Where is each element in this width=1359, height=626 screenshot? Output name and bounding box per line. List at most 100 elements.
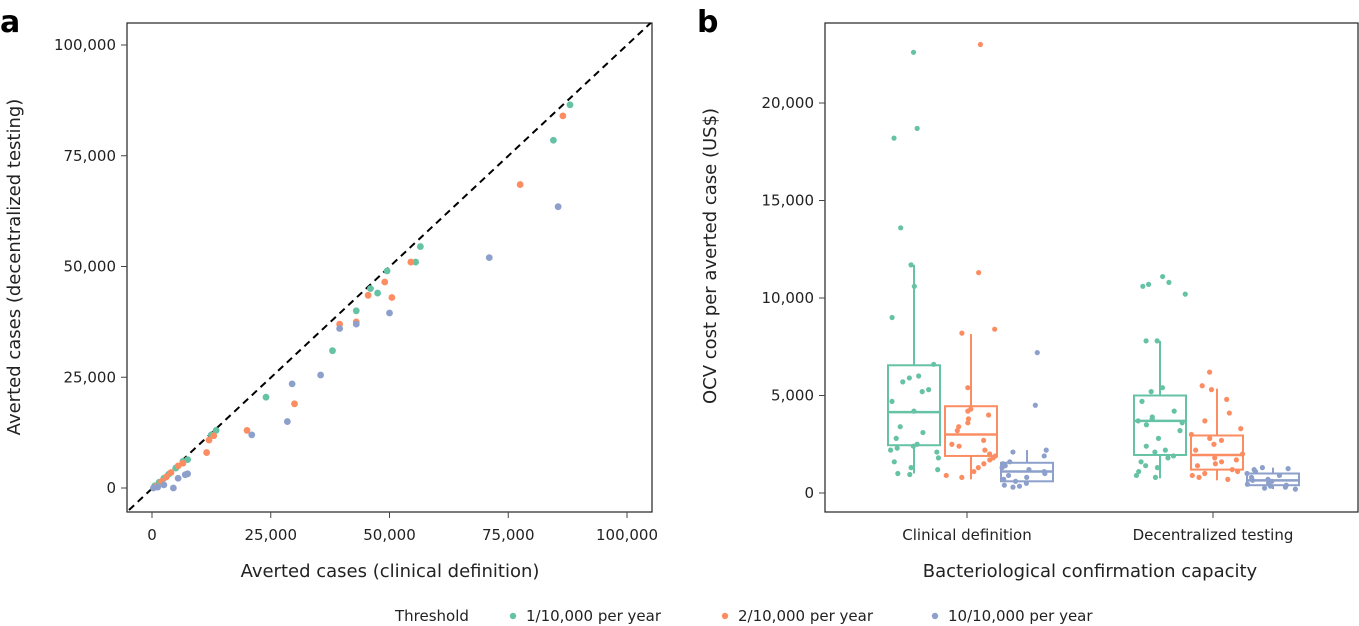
jitter-point-orange	[985, 412, 992, 418]
legend-item-3: 10/10,000 per year	[931, 607, 1093, 625]
jitter-point-blue	[1001, 476, 1007, 482]
box-green-decentralized	[1133, 340, 1187, 479]
jitter-point-green	[1177, 428, 1183, 434]
x-tick-label: Clinical definition	[902, 526, 1031, 544]
jitter-point-blue	[1259, 465, 1265, 471]
y-tick-label: 50,000	[64, 258, 117, 276]
scatter-point-blue	[184, 470, 192, 478]
scatter-point-green	[549, 136, 557, 144]
scatter-point-blue	[169, 484, 177, 492]
panel-b-y-axis-title: OCV cost per averted case (US$)	[700, 108, 721, 404]
jitter-point-green	[888, 447, 894, 453]
jitter-point-green	[1152, 449, 1158, 455]
jitter-point-green	[900, 379, 906, 385]
y-tick-label: 0	[106, 479, 116, 497]
scatter-point-green	[184, 456, 192, 464]
panel-letter-a: a	[0, 5, 20, 40]
jitter-point-orange	[1229, 467, 1235, 473]
jitter-point-orange	[959, 330, 965, 336]
scatter-point-blue	[283, 418, 291, 425]
legend-label: 2/10,000 per year	[738, 607, 874, 625]
jitter-point-blue	[1001, 482, 1007, 488]
jitter-point-orange	[1188, 431, 1194, 438]
jitter-point-blue	[1244, 470, 1250, 477]
jitter-point-green	[906, 375, 912, 381]
scatter-point-orange	[162, 473, 170, 481]
jitter-point-green	[1143, 443, 1149, 449]
jitter-point-green	[911, 408, 917, 414]
jitter-point-green	[907, 471, 913, 478]
jitter-point-green	[916, 373, 922, 379]
jitter-point-green	[1155, 435, 1162, 441]
scatter-point-green	[329, 347, 336, 355]
jitter-point-green	[910, 443, 916, 449]
scatter-point-green	[212, 427, 220, 434]
jitter-point-green	[914, 125, 920, 131]
panel-a-frame	[126, 22, 653, 513]
jitter-point-green	[889, 398, 895, 404]
jitter-point-orange	[977, 41, 984, 48]
scatter-point-blue	[288, 380, 296, 388]
jitter-point-green	[1154, 338, 1160, 344]
jitter-point-green	[919, 389, 925, 395]
scatter-point-orange	[291, 400, 298, 408]
jitter-point-green	[1154, 465, 1161, 471]
y-tick-label: 5,000	[771, 387, 814, 405]
jitter-point-green	[1133, 472, 1140, 479]
scatter-point-orange	[381, 278, 389, 286]
jitter-point-orange	[1239, 451, 1246, 457]
jitter-point-orange	[959, 474, 965, 480]
jitter-point-green	[894, 445, 900, 451]
jitter-point-green	[1159, 385, 1166, 391]
scatter-point-orange	[407, 258, 415, 266]
scatter-point-orange	[179, 459, 187, 467]
legend-title: Threshold	[394, 607, 469, 625]
scatter-point-green	[383, 267, 391, 275]
x-tick-label: 75,000	[482, 526, 535, 544]
y-tick-label: 100,000	[54, 36, 116, 54]
panel-a-x-axis-title: Averted cases (clinical definition)	[241, 561, 540, 582]
jitter-point-green	[895, 470, 901, 477]
legend-item-2: 2/10,000 per year	[721, 607, 874, 625]
panel-a-x-axis: 0 25,000 50,000 75,000 100,000	[147, 512, 658, 544]
jitter-point-green	[911, 283, 917, 289]
jitter-point-green	[910, 49, 917, 55]
jitter-point-green	[1182, 291, 1188, 297]
jitter-point-orange	[975, 465, 981, 471]
jitter-point-blue	[1250, 477, 1256, 483]
box-orange-clinical	[944, 334, 998, 480]
jitter-point-blue	[1016, 483, 1023, 489]
jitter-point-blue	[1024, 474, 1030, 480]
jitter-point-orange	[987, 457, 993, 463]
jitter-point-orange	[976, 270, 982, 276]
y-tick-label: 25,000	[64, 368, 117, 386]
x-tick-label: 0	[147, 526, 157, 544]
x-tick-label: 25,000	[245, 526, 298, 544]
scatter-point-blue	[248, 431, 256, 439]
jitter-point-blue	[1005, 472, 1012, 479]
scatter-point-orange	[388, 294, 396, 301]
x-tick-label: Decentralized testing	[1133, 526, 1294, 544]
jitter-point-blue	[1265, 476, 1271, 482]
jitter-point-green	[1139, 398, 1145, 404]
jitter-point-green	[889, 314, 895, 321]
panel-b-x-axis: Clinical definition Decentralized testing	[902, 512, 1293, 544]
jitter-point-green	[891, 459, 897, 465]
box-green-clinical	[887, 264, 941, 474]
jitter-point-orange	[1208, 387, 1215, 393]
jitter-point-green	[1162, 447, 1168, 453]
jitter-point-green	[1166, 279, 1172, 285]
jitter-point-green	[920, 429, 926, 436]
jitter-point-orange	[1211, 441, 1217, 447]
legend: Threshold 1/10,000 per year 2/10,000 per…	[394, 607, 1093, 625]
scatter-point-green	[367, 285, 374, 293]
jitter-point-orange	[956, 424, 962, 430]
legend-label: 10/10,000 per year	[948, 607, 1093, 625]
jitter-point-blue	[1267, 483, 1274, 489]
scatter-point-blue	[317, 371, 325, 379]
jitter-point-green	[1171, 408, 1177, 414]
jitter-point-orange	[1212, 455, 1218, 461]
jitter-point-orange	[956, 443, 962, 449]
y-tick-label: 10,000	[762, 289, 815, 307]
